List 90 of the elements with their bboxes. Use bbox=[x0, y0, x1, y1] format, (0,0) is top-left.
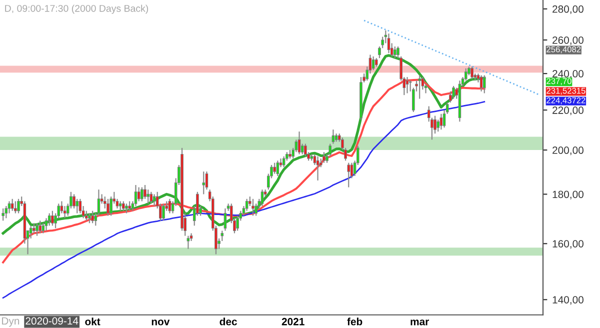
candlestick bbox=[4, 205, 8, 219]
candlestick bbox=[94, 212, 98, 226]
candlestick bbox=[17, 198, 20, 214]
x-tick-label: mar bbox=[410, 320, 429, 326]
candlestick bbox=[38, 220, 42, 234]
candlestick bbox=[48, 212, 51, 226]
candlestick bbox=[470, 66, 474, 80]
candlestick bbox=[162, 203, 165, 222]
candlestick bbox=[32, 222, 36, 234]
y-tick-label: 200,00 bbox=[552, 146, 584, 156]
candlestick bbox=[106, 198, 110, 216]
text: 237,70 bbox=[546, 78, 572, 86]
y-tick-label: 160,00 bbox=[552, 240, 584, 249]
candlestick bbox=[60, 200, 64, 214]
candlestick bbox=[224, 208, 227, 232]
x-tick-label: nov bbox=[152, 320, 170, 326]
y-tick-label: 240,00 bbox=[552, 70, 584, 79]
candlestick bbox=[144, 184, 146, 200]
text: 256,4082 bbox=[546, 46, 581, 54]
candlestick bbox=[168, 198, 172, 214]
candlestick bbox=[236, 215, 239, 232]
line-series bbox=[2, 101, 486, 299]
candlestick bbox=[220, 230, 224, 242]
y-tick-label: 180,00 bbox=[552, 190, 584, 200]
text: Dyn bbox=[2, 317, 20, 327]
candlestick bbox=[273, 162, 276, 174]
candlestick bbox=[10, 198, 14, 212]
candlestick bbox=[186, 235, 190, 250]
candlestick bbox=[97, 189, 100, 216]
candlestick bbox=[394, 46, 396, 59]
candlestick bbox=[118, 200, 122, 212]
candlestick bbox=[282, 156, 286, 168]
candlestick bbox=[418, 74, 421, 100]
y-tick-label: 220,00 bbox=[552, 106, 584, 116]
x-tick-label: feb bbox=[347, 318, 362, 326]
candlestick bbox=[300, 143, 304, 155]
candlestick bbox=[110, 196, 112, 216]
candlestick bbox=[78, 198, 82, 214]
candlestick bbox=[36, 222, 38, 236]
text: 2020-09-14 bbox=[26, 317, 78, 325]
candlestick bbox=[125, 203, 128, 214]
candlestick bbox=[245, 198, 248, 212]
candlestick bbox=[140, 186, 144, 202]
candlestick bbox=[252, 198, 254, 216]
y-tick-label: 140,00 bbox=[552, 296, 584, 305]
y-tick-label: 260,00 bbox=[552, 36, 584, 46]
candlestick bbox=[322, 152, 326, 164]
candlestick bbox=[205, 170, 208, 190]
candlestick bbox=[254, 203, 258, 216]
candlestick bbox=[480, 74, 483, 92]
candlestick bbox=[276, 160, 280, 177]
candlestick bbox=[396, 46, 400, 59]
candlestick bbox=[128, 200, 131, 212]
chart-title: D, 09:00-17:30 (2000 Days Back) bbox=[5, 4, 148, 14]
text: 224,43722 bbox=[546, 97, 586, 104]
candlestick bbox=[8, 200, 11, 214]
candlestick bbox=[152, 194, 156, 207]
x-tick-label: okt bbox=[85, 318, 100, 326]
candlestick bbox=[298, 131, 301, 155]
candlestick bbox=[44, 218, 48, 232]
candlestick bbox=[88, 212, 91, 224]
candlestick bbox=[51, 210, 54, 226]
candlestick bbox=[387, 33, 390, 54]
candlestick bbox=[452, 85, 455, 100]
candlestick bbox=[372, 56, 375, 71]
line-series bbox=[363, 20, 541, 96]
candlestick bbox=[440, 113, 443, 130]
candlestick bbox=[260, 189, 264, 207]
candlestick bbox=[76, 198, 79, 214]
candlestick bbox=[137, 186, 140, 202]
x-tick-label: 2021 bbox=[282, 318, 304, 326]
candlestick bbox=[150, 191, 153, 204]
candlestick bbox=[134, 184, 138, 207]
candlestick bbox=[347, 162, 350, 188]
candlestick bbox=[378, 46, 381, 59]
candlestick bbox=[91, 210, 94, 224]
candlestick bbox=[316, 156, 320, 182]
candlestick bbox=[202, 170, 206, 195]
candlestick bbox=[2, 208, 4, 222]
y-tick-label: 280,00 bbox=[552, 5, 584, 14]
text: 231,52315 bbox=[546, 88, 586, 95]
candlestick bbox=[146, 189, 150, 204]
candlestick bbox=[304, 143, 307, 157]
x-tick-label: dec bbox=[220, 318, 237, 326]
candlestick bbox=[122, 200, 125, 212]
candlestick bbox=[29, 225, 32, 239]
candlestick bbox=[482, 74, 486, 94]
candlestick bbox=[84, 210, 88, 222]
candlestick bbox=[63, 205, 66, 219]
candlestick bbox=[14, 200, 17, 214]
